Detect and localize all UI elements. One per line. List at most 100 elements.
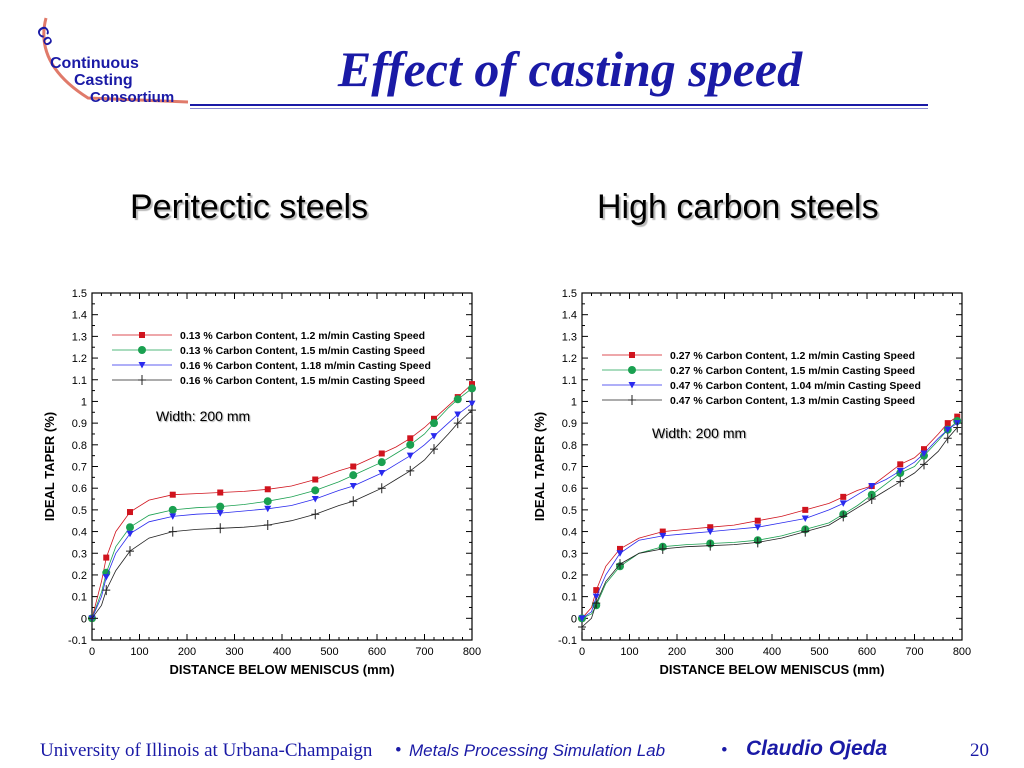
data-point — [896, 467, 904, 475]
y-tick-label: 0 — [81, 613, 87, 625]
data-point — [430, 444, 438, 455]
data-point — [707, 524, 714, 531]
y-tick-label: 0.6 — [562, 483, 577, 495]
legend-label: 0.27 % Carbon Content, 1.2 m/min Casting… — [670, 350, 915, 362]
data-point — [264, 505, 272, 513]
data-point — [126, 546, 134, 557]
data-point — [921, 446, 927, 453]
high-carbon-taper-chart: -0.100.10.20.30.40.50.60.70.80.911.11.21… — [532, 288, 971, 677]
legend-marker — [138, 375, 146, 385]
data-point — [592, 593, 600, 601]
data-point — [617, 545, 623, 552]
data-point — [169, 513, 177, 520]
data-point — [168, 505, 177, 514]
series-line — [581, 422, 958, 619]
data-point — [406, 465, 415, 476]
data-point — [469, 381, 475, 388]
legend-label: 0.16 % Carbon Content, 1.5 m/min Casting… — [180, 375, 425, 387]
data-point — [954, 413, 961, 420]
logo-line-2: Casting — [74, 72, 133, 89]
y-tick-label: -0.1 — [558, 635, 577, 647]
data-point — [943, 433, 952, 444]
x-tick-label: 600 — [368, 646, 386, 658]
series-line — [91, 409, 473, 619]
data-point — [839, 500, 847, 507]
x-tick-label: 800 — [463, 646, 481, 658]
data-point — [753, 537, 762, 548]
data-point — [311, 509, 320, 520]
data-point — [127, 509, 133, 516]
y-tick-label: 1.2 — [562, 353, 577, 365]
legend-label: 0.47 % Carbon Content, 1.3 m/min Casting… — [670, 395, 915, 407]
data-point — [468, 400, 476, 408]
x-axis-label: DISTANCE BELOW MENISCUS (mm) — [659, 662, 884, 677]
x-tick-label: 0 — [89, 646, 95, 658]
footer-separator: • — [395, 740, 402, 761]
y-tick-label: 1.5 — [562, 288, 577, 300]
data-point — [263, 520, 272, 531]
series-line — [91, 403, 473, 619]
y-tick-label: 1.2 — [72, 353, 87, 365]
y-tick-label: -0.1 — [68, 635, 87, 647]
data-point — [658, 543, 667, 554]
y-tick-label: 0.1 — [72, 592, 87, 604]
legend-label: 0.13 % Carbon Content, 1.5 m/min Casting… — [180, 345, 425, 357]
data-point — [350, 463, 357, 470]
data-point — [754, 517, 761, 524]
y-tick-label: 1.5 — [72, 288, 87, 300]
y-tick-label: 0.7 — [562, 462, 577, 474]
data-point — [920, 450, 928, 457]
data-point — [216, 523, 225, 534]
y-tick-label: 1 — [571, 396, 577, 408]
x-tick-label: 0 — [579, 646, 585, 658]
data-point — [578, 621, 586, 632]
data-point — [868, 483, 876, 490]
x-tick-label: 500 — [320, 646, 338, 658]
data-point — [349, 471, 358, 480]
y-tick-label: 0.3 — [562, 548, 577, 560]
data-point — [896, 476, 905, 487]
y-tick-label: 0.8 — [72, 440, 87, 452]
data-point — [801, 526, 810, 537]
data-point — [406, 452, 414, 460]
data-point — [263, 497, 272, 506]
y-axis-label: IDEAL TAPER (%) — [532, 412, 547, 521]
data-point — [453, 395, 462, 404]
y-tick-label: 0 — [571, 613, 577, 625]
legend-label: 0.27 % Carbon Content, 1.5 m/min Casting… — [670, 365, 915, 377]
x-tick-label: 800 — [953, 646, 971, 658]
width-annotation: Width: 200 mm — [652, 425, 746, 441]
data-point — [867, 494, 876, 505]
data-point — [377, 458, 386, 467]
data-point — [431, 415, 437, 422]
y-tick-label: 0.5 — [72, 505, 87, 517]
data-point — [944, 420, 951, 427]
data-point — [944, 426, 952, 434]
x-tick-label: 100 — [620, 646, 638, 658]
data-point — [468, 405, 476, 416]
page-title: Effect of casting speed — [337, 41, 803, 97]
data-point — [311, 496, 319, 503]
data-point — [453, 418, 462, 429]
data-point — [802, 506, 809, 513]
plot-frame — [581, 292, 963, 641]
footer-university: University of Illinois at Urbana-Champai… — [40, 740, 373, 761]
data-point — [378, 450, 385, 457]
series-line — [91, 388, 473, 619]
data-point — [378, 470, 386, 477]
x-tick-label: 600 — [858, 646, 876, 658]
y-tick-label: 0.9 — [562, 418, 577, 430]
legend-label: 0.13 % Carbon Content, 1.2 m/min Casting… — [180, 330, 425, 342]
x-tick-label: 300 — [715, 646, 733, 658]
data-point — [126, 523, 134, 532]
y-tick-label: 1.4 — [562, 310, 577, 322]
series-line — [91, 383, 473, 619]
y-tick-label: 0.8 — [562, 440, 577, 452]
y-tick-label: 1 — [81, 396, 87, 408]
right-panel-heading: High carbon steels — [597, 188, 879, 226]
title-divider — [190, 104, 928, 106]
data-point — [659, 532, 667, 540]
legend-marker — [138, 362, 146, 369]
data-point — [169, 491, 176, 498]
legend-label: 0.47 % Carbon Content, 1.04 m/min Castin… — [670, 380, 921, 392]
